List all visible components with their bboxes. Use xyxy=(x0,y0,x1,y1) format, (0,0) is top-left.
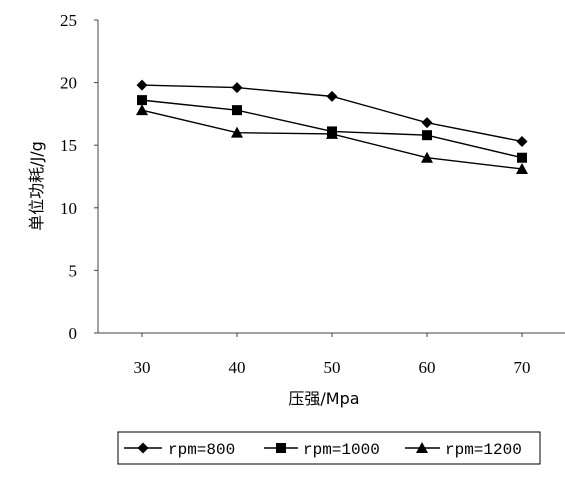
data-point xyxy=(231,82,243,94)
data-point xyxy=(136,79,148,91)
data-point xyxy=(326,90,338,102)
data-point xyxy=(516,162,528,174)
data-point xyxy=(422,130,432,141)
legend-marker xyxy=(416,442,428,453)
data-point xyxy=(421,117,433,129)
y-tick-label: 25 xyxy=(60,11,77,30)
legend: rpm=800 rpm=1000 rpm=1200 xyxy=(117,431,541,465)
legend-item: rpm=1200 xyxy=(405,441,522,459)
y-tick-label: 15 xyxy=(60,136,77,155)
series-rpm=800 xyxy=(136,79,528,147)
x-axis-ticks: 30 40 50 60 70 xyxy=(134,333,531,377)
x-axis-title: 压强/Mpa xyxy=(288,389,359,408)
y-tick-label: 10 xyxy=(60,199,77,218)
legend-marker xyxy=(137,442,149,454)
data-point xyxy=(517,152,527,163)
legend-label: rpm=1200 xyxy=(445,441,522,459)
data-point xyxy=(421,151,433,163)
y-tick-label: 0 xyxy=(69,324,78,343)
x-tick-label: 40 xyxy=(229,358,246,377)
legend-box xyxy=(117,431,541,465)
series-line xyxy=(141,109,523,170)
data-point xyxy=(231,126,243,138)
legend-item: rpm=800 xyxy=(124,441,235,459)
y-tick-label: 5 xyxy=(69,261,78,280)
y-axis-ticks: 0 5 10 15 20 25 xyxy=(60,11,98,343)
data-point xyxy=(326,127,338,139)
series-rpm=1200 xyxy=(136,104,528,174)
legend-label: rpm=800 xyxy=(168,441,235,459)
y-axis-title: 单位功耗/J/g xyxy=(27,141,46,231)
legend-marker xyxy=(276,443,286,453)
x-tick-label: 50 xyxy=(324,358,341,377)
data-point xyxy=(136,104,148,116)
legend-label: rpm=1000 xyxy=(303,441,380,459)
data-point xyxy=(232,105,242,116)
x-tick-label: 30 xyxy=(134,358,151,377)
x-tick-label: 70 xyxy=(514,358,531,377)
x-tick-label: 60 xyxy=(419,358,436,377)
data-point xyxy=(137,95,147,106)
legend-item: rpm=1000 xyxy=(264,441,380,459)
data-point xyxy=(516,135,528,147)
series-layer xyxy=(136,79,528,174)
axes xyxy=(97,20,565,334)
y-tick-label: 20 xyxy=(60,74,77,93)
